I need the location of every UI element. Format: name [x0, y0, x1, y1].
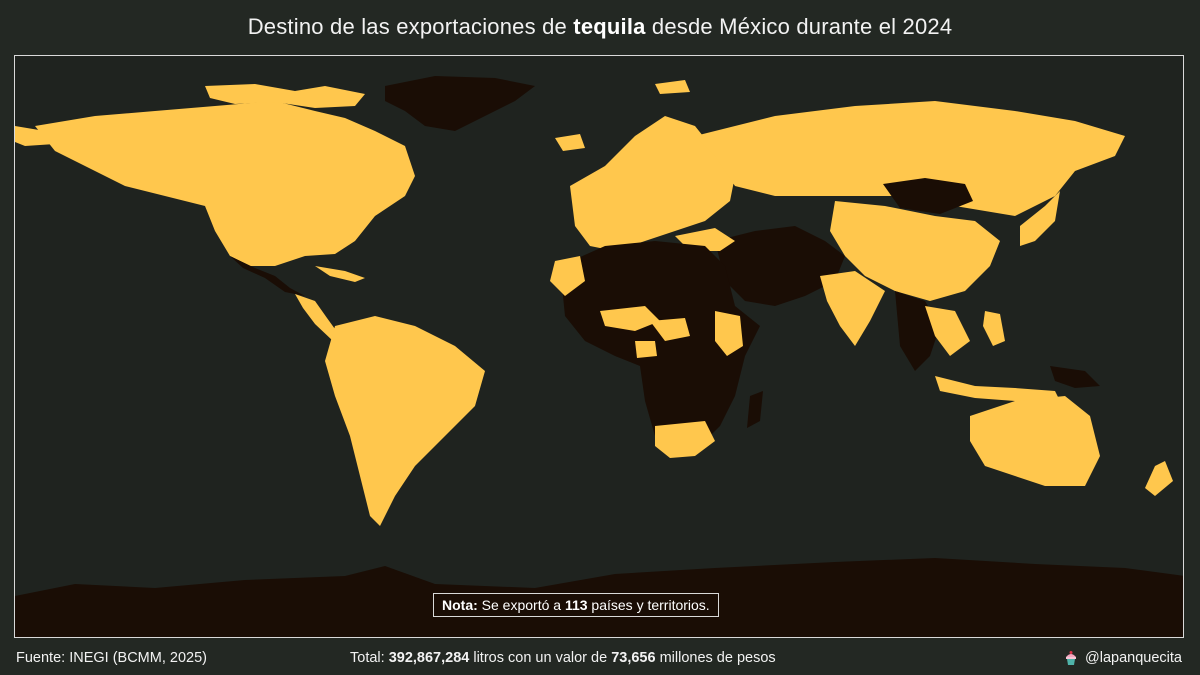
- region-middle-east: [715, 226, 845, 306]
- region-svalbard: [655, 80, 690, 94]
- region-south-africa: [655, 421, 715, 458]
- region-philippines: [983, 311, 1005, 346]
- region-mexico: [230, 256, 315, 301]
- region-indochina: [925, 306, 970, 356]
- source-text: Fuente: INEGI (BCMM, 2025): [16, 650, 207, 666]
- map-title: Destino de las exportaciones de tequila …: [247, 14, 953, 39]
- note-box: Nota: Se exportó a 113 países y territor…: [433, 593, 719, 617]
- region-east-africa: [715, 311, 743, 356]
- region-alaska-west: [15, 126, 55, 146]
- region-southeast-asia: [895, 291, 940, 371]
- region-south-america: [325, 316, 485, 526]
- region-new-guinea: [1050, 366, 1100, 388]
- region-arctic-islands: [205, 84, 365, 108]
- region-indonesia: [935, 376, 1060, 401]
- region-new-zealand: [1145, 461, 1173, 496]
- region-central-africa: [650, 318, 690, 341]
- handle-label: @lapanquecita: [1085, 650, 1182, 666]
- world-map: Nota: Se exportó a 113 países y territor…: [14, 55, 1184, 638]
- region-russia: [695, 101, 1125, 216]
- region-caribbean: [315, 266, 365, 282]
- region-iceland: [555, 134, 585, 151]
- region-greenland: [385, 76, 535, 131]
- region-china: [830, 201, 1000, 301]
- total-text: Total: 392,867,284 litros con un valor d…: [350, 650, 776, 666]
- region-madagascar: [747, 391, 763, 428]
- cupcake-icon: [1063, 650, 1079, 666]
- author-handle: @lapanquecita: [1063, 650, 1182, 666]
- region-west-africa: [600, 306, 660, 331]
- region-africa: [560, 241, 760, 456]
- region-japan: [1020, 191, 1060, 246]
- region-europe: [570, 116, 735, 251]
- region-central-america: [295, 294, 340, 341]
- region-australia: [970, 396, 1100, 486]
- region-india: [820, 271, 885, 346]
- region-north-america: [35, 101, 415, 266]
- region-morocco: [550, 256, 585, 296]
- region-mongolia: [883, 178, 973, 214]
- region-angola: [635, 341, 657, 358]
